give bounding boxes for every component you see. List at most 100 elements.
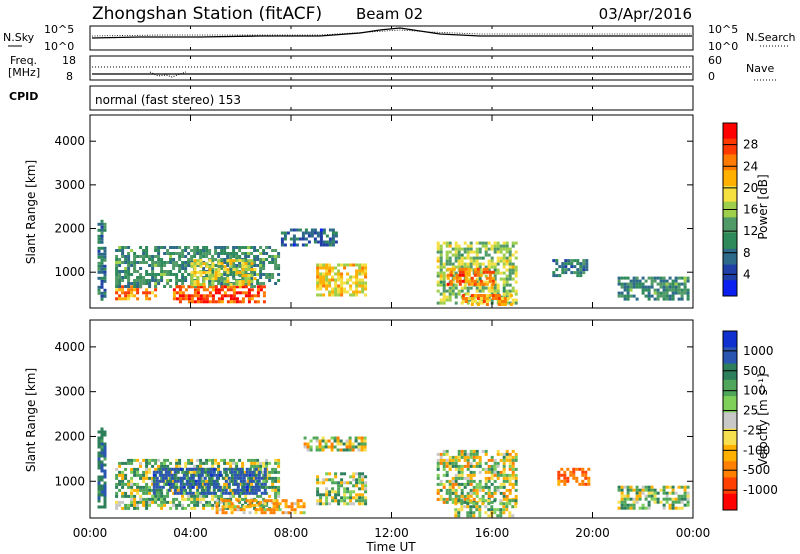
velocity-colorbar-swatch [723, 428, 737, 446]
power-colorbar-swatch [723, 170, 737, 187]
cpid-panel: CPID normal (fast stereo) 153 [9, 85, 694, 111]
velocity-colorbar-swatch [723, 331, 737, 348]
power-colorbar-swatch [723, 264, 737, 281]
velocity-colorbar-frame [722, 330, 738, 511]
power-y-tick-label: 2000 [54, 222, 85, 236]
power-colorbar-swatch [723, 123, 737, 140]
x-axis-label: Time UT [365, 540, 416, 554]
power-y-tick-label: 4000 [54, 134, 85, 148]
velocity-echo-region [303, 436, 367, 452]
noise-search-trace [91, 29, 692, 37]
power-ylabel: Slant Range [km] [24, 160, 38, 264]
velocity-colorbar-tick-label: -100 [743, 443, 770, 457]
x-tick-label: 08:00 [274, 526, 309, 540]
power-colorbar-swatch [723, 217, 737, 234]
freq-label-line2: [MHz] [8, 66, 40, 79]
velocity-echo-region [215, 499, 306, 515]
power-echo-region [316, 263, 368, 297]
power-colorbar-swatch [723, 185, 737, 203]
noise-panel: N.Sky 10^5 10^0 10^5 10^0 N.Search [3, 23, 796, 53]
power-colorbar-swatch [723, 280, 737, 297]
velocity-colorbar-swatch [723, 396, 737, 413]
noise-search-label: N.Search [746, 31, 796, 44]
velocity-colorbar-swatch [723, 493, 737, 511]
noise-tick-top-right: 10^5 [708, 23, 738, 36]
velocity-colorbar-swatch [723, 461, 737, 478]
x-tick-label: 20:00 [575, 526, 610, 540]
velocity-echo-region [316, 472, 368, 506]
beam-label: Beam 02 [356, 5, 423, 23]
freq-label-line1: Freq. [10, 54, 37, 67]
x-tick-label: 16:00 [475, 526, 510, 540]
power-echo-region [190, 259, 257, 287]
velocity-colorbar-swatch [723, 363, 737, 381]
velocity-echo-region [152, 467, 267, 495]
power-colorbar-tick-label: 24 [743, 159, 758, 173]
velocity-colorbar-tick-label: 500 [743, 364, 766, 378]
noise-tick-top-left: 10^5 [44, 23, 74, 36]
velocity-y-ticks: 1000 2000 3000 4000 [54, 340, 693, 488]
power-colorbar-swatch [723, 154, 737, 171]
x-axis-ticks: 00:00 04:00 08:00 12:00 16:00 20:00 00:00 [73, 26, 711, 540]
plot-title: Zhongshan Station (fitACF) [92, 4, 322, 24]
noise-tick-bottom-right: 10^0 [708, 40, 738, 53]
nave-tick-top: 60 [708, 54, 722, 67]
velocity-colorbar-tick-label: 25 [743, 404, 758, 418]
velocity-colorbar-swatch [723, 379, 737, 397]
power-colorbar-tick-label: 12 [743, 224, 758, 238]
velocity-colorbar-swatch [723, 477, 737, 495]
velocity-y-tick-label: 2000 [54, 429, 85, 443]
velocity-colorbar-tick-label: -500 [743, 463, 770, 477]
power-colorbar-swatch [723, 233, 737, 250]
nave-dip [149, 71, 187, 78]
power-echo-region [436, 241, 518, 305]
power-echo-region [446, 267, 495, 286]
power-echo-region [172, 285, 266, 304]
power-echo-region [552, 259, 589, 278]
freq-panel: Freq. [MHz] 18 8 60 0 Nave [8, 54, 776, 83]
x-tick-label: 00:00 [73, 526, 108, 540]
velocity-colorbar-label: Velocity [m s⁻¹] [756, 373, 770, 466]
noise-sky-trace [91, 27, 692, 39]
power-echo-region [97, 219, 107, 301]
velocity-echo-region [436, 449, 518, 504]
power-colorbar-swatch [723, 248, 737, 266]
velocity-colorbar: 1000 500 100 25 -25 -100 -500 -1000 [722, 330, 778, 511]
date-label: 03/Apr/2016 [599, 5, 692, 23]
cpid-value: normal (fast stereo) 153 [95, 93, 241, 107]
x-tick-label: 04:00 [173, 526, 208, 540]
power-echo-region [617, 276, 690, 301]
power-echo-region [280, 228, 338, 247]
power-colorbar-tick-label: 8 [743, 246, 751, 260]
x-tick-label: 00:00 [676, 526, 711, 540]
freq-tick-bottom: 8 [66, 70, 73, 83]
power-colorbar-swatch [723, 138, 737, 155]
nave-tick-bottom: 0 [708, 70, 715, 83]
velocity-colorbar-tick-label: 1000 [743, 344, 774, 358]
velocity-colorbar-swatch [723, 412, 737, 430]
power-y-tick-label: 3000 [54, 178, 85, 192]
power-y-ticks: 1000 2000 3000 4000 [54, 134, 693, 279]
power-colorbar-tick-label: 16 [743, 203, 758, 217]
velocity-colorbar-tick-label: 100 [743, 384, 766, 398]
noise-tick-bottom-left: 10^0 [44, 40, 74, 53]
velocity-colorbar-swatch [723, 444, 737, 462]
power-colorbar-tick-label: 4 [743, 267, 751, 281]
power-echo-layer [97, 219, 690, 306]
velocity-y-tick-label: 4000 [54, 340, 85, 354]
velocity-panel: 1000 2000 3000 4000 Slant Range [km] 1000 50… [24, 319, 778, 519]
cpid-label: CPID [9, 90, 38, 103]
velocity-colorbar-swatch [723, 347, 737, 365]
velocity-echo-region [617, 485, 690, 510]
velocity-y-tick-label: 3000 [54, 385, 85, 399]
power-colorbar: 28 24 20 16 12 8 4 [722, 122, 758, 297]
velocity-echo-region [557, 467, 591, 486]
velocity-colorbar-tick-label: -25 [743, 423, 763, 437]
velocity-echo-layer [97, 427, 690, 518]
velocity-echo-region [97, 427, 107, 509]
noise-sky-label: N.Sky [3, 31, 35, 44]
velocity-ylabel: Slant Range [km] [24, 368, 38, 472]
nave-label: Nave [746, 62, 774, 75]
power-colorbar-label: Power [dB] [756, 174, 770, 239]
